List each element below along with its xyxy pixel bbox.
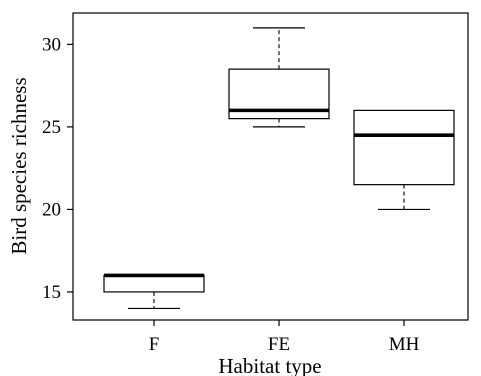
- y-tick-label: 30: [42, 34, 61, 55]
- y-tick-label: 20: [42, 199, 61, 220]
- x-tick-label: F: [149, 334, 160, 355]
- plot-frame: [72, 12, 469, 321]
- x-axis-label: Habitat type: [218, 354, 321, 376]
- y-axis: 15 20 25 30: [42, 34, 73, 303]
- box-f: [103, 273, 205, 310]
- x-tick-label: FE: [268, 334, 290, 355]
- x-axis: F FE MH: [149, 320, 420, 355]
- box-fe: [228, 27, 330, 128]
- y-tick-label: 15: [42, 282, 61, 303]
- iqr-box: [353, 109, 455, 186]
- y-tick-label: 25: [42, 117, 61, 138]
- x-tick-label: MH: [389, 334, 420, 355]
- y-axis-label: Bird species richness: [7, 77, 31, 254]
- boxes: [103, 27, 455, 310]
- iqr-box: [103, 274, 205, 293]
- iqr-box: [228, 68, 330, 120]
- box-mh: [353, 109, 455, 211]
